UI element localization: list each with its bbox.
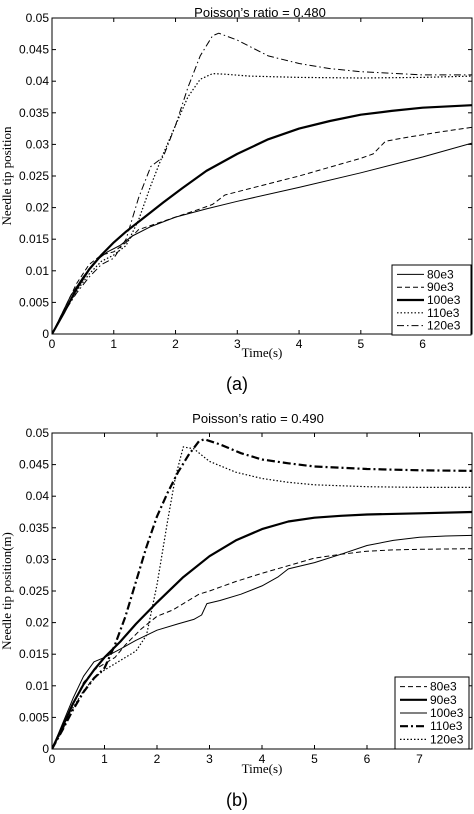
- series-line-90e3: [52, 510, 472, 749]
- x-tick-label: 4: [259, 752, 266, 766]
- legend-label: 110e3: [430, 719, 463, 733]
- series-line-110e3: [52, 438, 472, 749]
- y-tick-label: 0.025: [19, 584, 49, 598]
- x-tick-label: 3: [234, 337, 241, 351]
- y-tick-label: 0.02: [26, 616, 50, 630]
- y-tick-label: 0.005: [19, 295, 49, 309]
- legend-label: 110e3: [427, 306, 460, 320]
- legend-label: 90e3: [430, 693, 457, 707]
- series-group: [52, 32, 472, 334]
- x-tick-label: 0: [49, 337, 56, 351]
- y-tick-label: 0.03: [26, 137, 50, 151]
- y-axis-label: Needle tip position(m): [0, 532, 14, 650]
- series-line-90e3: [52, 126, 472, 334]
- y-tick-label: 0.005: [19, 710, 49, 724]
- tick-group: 0 1 2 3 4 5 6 7 0 0.005 0.01 0.015 0.02 0.025 0.03 0.03…: [19, 426, 472, 766]
- x-tick-label: 6: [364, 752, 371, 766]
- series-line-120e3: [52, 446, 472, 749]
- x-axis-label: Time(s): [242, 345, 283, 360]
- y-tick-label: 0.05: [26, 426, 50, 440]
- y-tick-label: 0.045: [19, 458, 49, 472]
- x-tick-label: 4: [296, 337, 303, 351]
- y-tick-label: 0.035: [19, 106, 49, 120]
- series-group: [52, 438, 472, 749]
- y-tick-label: 0.04: [26, 489, 50, 503]
- y-tick-label: 0.015: [19, 647, 49, 661]
- legend-label: 120e3: [427, 319, 461, 333]
- chart-panel-a: Poisson’s ratio = 0.480 0 1 2 3 4 5 6 0 0.005 0.0…: [0, 5, 473, 394]
- x-tick-label: 1: [110, 337, 117, 351]
- x-tick-label: 3: [206, 752, 213, 766]
- y-tick-label: 0.015: [19, 232, 49, 246]
- x-tick-label: 6: [419, 337, 426, 351]
- y-tick-label: 0: [42, 742, 49, 756]
- x-tick-label: 5: [311, 752, 318, 766]
- series-line-120e3: [52, 32, 472, 334]
- x-tick-label: 2: [154, 752, 161, 766]
- x-axis-label: Time(s): [242, 761, 283, 776]
- y-tick-label: 0.03: [26, 552, 50, 566]
- y-tick-label: 0.035: [19, 521, 49, 535]
- legend-label: 100e3: [427, 293, 461, 307]
- legend-label: 80e3: [430, 680, 457, 694]
- y-tick-label: 0.025: [19, 169, 49, 183]
- y-tick-label: 0.01: [26, 264, 50, 278]
- x-tick-label: 7: [416, 752, 423, 766]
- tick-group: 0 1 2 3 4 5 6 0 0.005 0.01 0.015 0.02 0.025 0.03 0.035…: [19, 11, 472, 351]
- series-line-100e3: [52, 534, 472, 749]
- legend-label: 90e3: [427, 280, 454, 294]
- y-tick-label: 0: [42, 327, 49, 341]
- chart-panel-b: Poisson’s ratio = 0.490 0 1 2 3 4 5 6 7 0 0.005 0.…: [0, 411, 473, 810]
- x-tick-label: 2: [172, 337, 179, 351]
- chart-title: Poisson’s ratio = 0.490: [192, 411, 324, 426]
- x-tick-label: 0: [49, 752, 56, 766]
- chart-title: Poisson’s ratio = 0.480: [194, 5, 326, 20]
- y-tick-label: 0.045: [19, 43, 49, 57]
- x-tick-label: 5: [357, 337, 364, 351]
- y-axis-label: Needle tip position: [0, 126, 14, 225]
- y-tick-label: 0.01: [26, 679, 50, 693]
- series-line-100e3: [52, 104, 472, 334]
- y-tick-label: 0.04: [26, 74, 50, 88]
- legend-label: 100e3: [430, 706, 464, 720]
- legend-label: 80e3: [427, 267, 454, 281]
- series-line-110e3: [52, 73, 472, 334]
- x-tick-label: 1: [101, 752, 108, 766]
- y-tick-label: 0.05: [26, 11, 50, 25]
- panel-label: (a): [226, 374, 248, 394]
- legend-label: 120e3: [430, 732, 464, 746]
- panel-label: (b): [226, 790, 248, 810]
- y-tick-label: 0.02: [26, 201, 50, 215]
